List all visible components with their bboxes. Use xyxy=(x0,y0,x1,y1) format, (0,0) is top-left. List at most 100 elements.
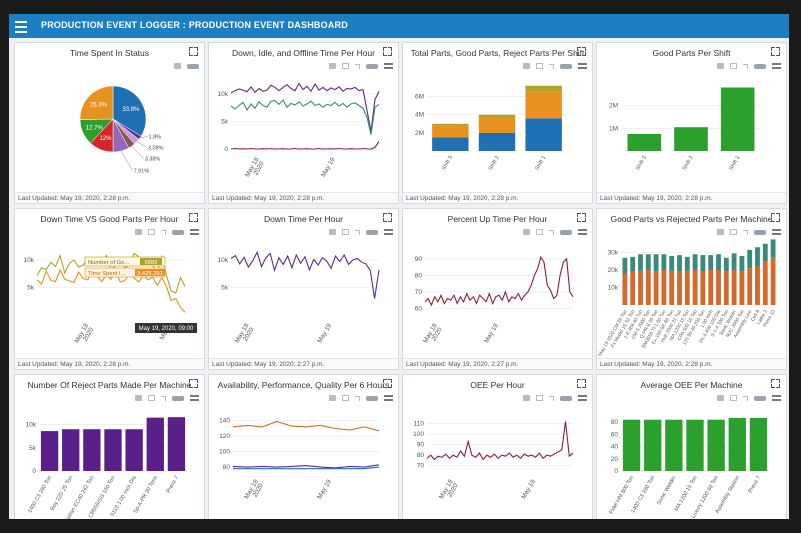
expand-icon[interactable] xyxy=(577,47,586,56)
camera-icon[interactable] xyxy=(717,63,724,69)
chart-toolbar xyxy=(523,62,587,70)
tag-icon[interactable] xyxy=(366,229,378,235)
expand-icon[interactable] xyxy=(383,379,392,388)
hover-tooltip-good-parts xyxy=(84,256,166,267)
camera-icon[interactable] xyxy=(135,395,142,401)
tag-icon[interactable] xyxy=(366,63,378,69)
pie-slice-label: 7.91% xyxy=(134,169,150,175)
panel-parts-per-shift: Total Parts, Good Parts, Reject Parts Pe… xyxy=(402,42,593,204)
autoscale-icon[interactable] xyxy=(549,395,554,401)
expand-icon[interactable] xyxy=(383,47,392,56)
zoom-box-icon[interactable] xyxy=(342,395,349,401)
bar xyxy=(62,429,80,471)
camera-icon[interactable] xyxy=(523,63,530,69)
autoscale-icon[interactable] xyxy=(549,229,554,235)
zoom-box-icon[interactable] xyxy=(536,395,543,401)
bar xyxy=(167,417,186,471)
x-category-label: Sonic Welder xyxy=(656,475,678,506)
tag-icon[interactable] xyxy=(754,395,766,401)
compare-icon[interactable] xyxy=(772,395,781,401)
zoom-box-icon[interactable] xyxy=(148,229,155,235)
expand-icon[interactable] xyxy=(189,379,198,388)
zoom-box-icon[interactable] xyxy=(148,395,155,401)
compare-icon[interactable] xyxy=(772,229,781,235)
series-line-quality xyxy=(233,466,380,470)
compare-icon[interactable] xyxy=(578,63,587,69)
tag-icon[interactable] xyxy=(560,229,572,235)
hover-tooltip-text: Time Spent i... xyxy=(88,271,126,277)
autoscale-icon[interactable] xyxy=(161,229,166,235)
expand-icon[interactable] xyxy=(189,47,198,56)
camera-icon[interactable] xyxy=(717,395,724,401)
zoom-box-icon[interactable] xyxy=(730,229,737,235)
autoscale-icon[interactable] xyxy=(743,229,748,235)
y-tick-label: 80 xyxy=(417,452,425,459)
expand-icon[interactable] xyxy=(577,213,586,222)
autoscale-icon[interactable] xyxy=(355,63,360,69)
tag-icon[interactable] xyxy=(366,395,378,401)
zoom-box-icon[interactable] xyxy=(342,229,349,235)
compare-icon[interactable] xyxy=(384,63,393,69)
bar-good xyxy=(708,270,714,305)
expand-icon[interactable] xyxy=(383,213,392,222)
autoscale-icon[interactable] xyxy=(355,229,360,235)
expand-icon[interactable] xyxy=(771,47,780,56)
hamburger-menu-icon[interactable] xyxy=(15,19,27,33)
bar-good xyxy=(653,271,659,305)
y-tick-label: 80 xyxy=(611,419,619,426)
camera-icon[interactable] xyxy=(523,395,530,401)
chart-parts-per-shift: 2M 4M 6M Shift 3 Shift 2 Shift 1 xyxy=(415,85,567,172)
expand-icon[interactable] xyxy=(577,379,586,388)
y-tick-label: 140 xyxy=(219,418,230,425)
camera-icon[interactable] xyxy=(523,229,530,235)
panel-title: Down Time VS Good Parts Per Hour xyxy=(40,214,179,224)
zoom-box-icon[interactable] xyxy=(536,229,543,235)
tag-icon[interactable] xyxy=(187,63,199,69)
tag-icon[interactable] xyxy=(754,229,766,235)
camera-icon[interactable] xyxy=(174,63,181,69)
zoom-box-icon[interactable] xyxy=(536,63,543,69)
camera-icon[interactable] xyxy=(329,229,336,235)
last-updated-footer: Last Updated: May 19, 2020, 2:28 p.m. xyxy=(15,192,204,203)
autoscale-icon[interactable] xyxy=(161,395,166,401)
compare-icon[interactable] xyxy=(578,229,587,235)
autoscale-icon[interactable] xyxy=(743,395,748,401)
compare-icon[interactable] xyxy=(190,395,199,401)
expand-icon[interactable] xyxy=(771,213,780,222)
panel-title: Availability, Performance, Quality Per 6… xyxy=(217,380,390,390)
compare-icon[interactable] xyxy=(190,229,199,235)
compare-icon[interactable] xyxy=(578,395,587,401)
pie-slice-label: 12% xyxy=(99,136,112,142)
zoom-box-icon[interactable] xyxy=(342,63,349,69)
camera-icon[interactable] xyxy=(329,395,336,401)
tag-icon[interactable] xyxy=(560,395,572,401)
expand-icon[interactable] xyxy=(189,213,198,222)
chart-toolbar xyxy=(329,228,393,236)
compare-icon[interactable] xyxy=(384,395,393,401)
bar-good xyxy=(661,270,667,305)
tag-icon[interactable] xyxy=(172,229,184,235)
x-category-label: Boy 22D 25 Ton xyxy=(50,475,75,512)
zoom-box-icon[interactable] xyxy=(730,395,737,401)
panel-title: Good Parts Per Shift xyxy=(652,48,731,58)
autoscale-icon[interactable] xyxy=(743,63,748,69)
camera-icon[interactable] xyxy=(135,229,142,235)
compare-icon[interactable] xyxy=(772,63,781,69)
compare-icon[interactable] xyxy=(384,229,393,235)
expand-icon[interactable] xyxy=(771,379,780,388)
pie-leader-line xyxy=(120,150,133,171)
tag-icon[interactable] xyxy=(560,63,572,69)
x-category-label: Shift 2 xyxy=(488,155,501,172)
camera-icon[interactable] xyxy=(329,63,336,69)
autoscale-icon[interactable] xyxy=(549,63,554,69)
zoom-box-icon[interactable] xyxy=(730,63,737,69)
autoscale-icon[interactable] xyxy=(355,395,360,401)
panel-title: Down, Idle, and Offline Time Per Hour xyxy=(232,48,375,58)
pie-leader-line xyxy=(136,141,148,148)
hover-tooltip-value-bg xyxy=(140,258,162,265)
bar-rejected xyxy=(700,255,706,272)
tag-icon[interactable] xyxy=(754,63,766,69)
tag-icon[interactable] xyxy=(172,395,184,401)
camera-icon[interactable] xyxy=(717,229,724,235)
bar-rejected xyxy=(739,256,745,272)
